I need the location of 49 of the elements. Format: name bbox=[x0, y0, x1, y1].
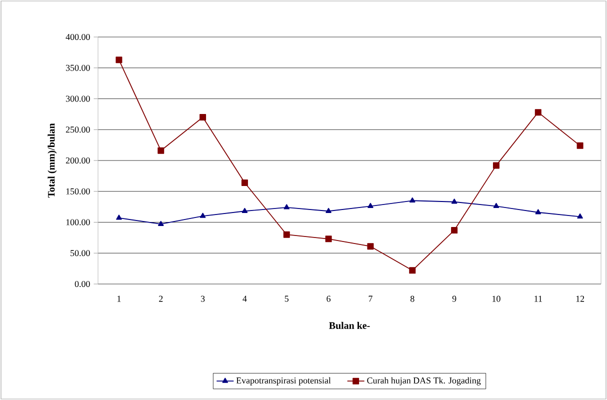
point bbox=[576, 142, 584, 149]
point bbox=[284, 204, 290, 210]
x-tick-label: 4 bbox=[242, 296, 247, 302]
point bbox=[410, 197, 416, 202]
x-tick-label: 3 bbox=[200, 296, 205, 302]
point bbox=[451, 198, 458, 204]
point bbox=[368, 202, 374, 208]
point bbox=[158, 147, 164, 154]
x-tick-label: 1 bbox=[118, 296, 121, 302]
point bbox=[367, 243, 374, 250]
y-tick-label: 400.00 bbox=[66, 34, 90, 40]
y-axis-title: Total (mm)/bulan bbox=[48, 123, 57, 198]
y-tick-label: 150.00 bbox=[66, 188, 90, 194]
point bbox=[534, 109, 542, 116]
point bbox=[241, 179, 248, 186]
point bbox=[577, 213, 583, 219]
legend-label: Evapotranspirasi potensial bbox=[236, 377, 331, 386]
point bbox=[283, 231, 290, 238]
x-tick-label: 10 bbox=[492, 296, 500, 302]
x-tick-label: 5 bbox=[284, 296, 289, 302]
point bbox=[325, 236, 332, 242]
point bbox=[492, 162, 500, 169]
point bbox=[535, 209, 542, 214]
x-tick-label: 8 bbox=[410, 296, 414, 302]
x-tick-label: 7 bbox=[368, 296, 372, 302]
y-tick-label: 100.00 bbox=[66, 219, 90, 226]
point bbox=[200, 114, 206, 121]
point bbox=[451, 227, 458, 234]
y-tick-label: 250.00 bbox=[66, 126, 90, 133]
y-tick-label: 300.00 bbox=[66, 96, 90, 102]
point bbox=[493, 202, 500, 208]
x-tick-label: 9 bbox=[452, 296, 456, 302]
y-tick-label: 350.00 bbox=[66, 64, 90, 71]
x-tick-label: 6 bbox=[326, 296, 331, 302]
point bbox=[200, 212, 206, 218]
point bbox=[158, 220, 164, 226]
point bbox=[116, 214, 122, 220]
point bbox=[242, 208, 248, 213]
legend-label: Curah hujan DAS Tk. Jogading bbox=[367, 377, 481, 386]
y-tick-label: 0.00 bbox=[74, 280, 90, 288]
point bbox=[326, 208, 332, 213]
x-tick-label: 11 bbox=[534, 296, 542, 302]
point bbox=[409, 267, 416, 274]
x-axis-title: Bulan ke- bbox=[329, 322, 370, 329]
x-tick-label: 12 bbox=[576, 296, 584, 302]
point bbox=[116, 56, 122, 64]
y-tick-label: 50.00 bbox=[70, 250, 90, 256]
y-tick-label: 200.00 bbox=[66, 157, 90, 164]
x-tick-label: 2 bbox=[159, 296, 163, 302]
